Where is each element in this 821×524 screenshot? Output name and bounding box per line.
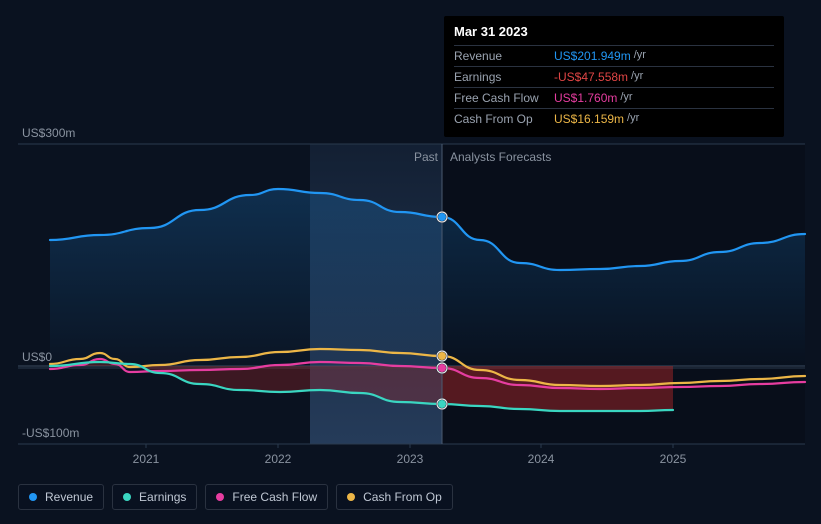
tooltip-date: Mar 31 2023 xyxy=(454,24,774,45)
tooltip-value: US$16.159m xyxy=(554,112,624,126)
tooltip-row-revenue: Revenue US$201.949m /yr xyxy=(454,45,774,66)
tooltip-unit: /yr xyxy=(631,70,643,84)
y-axis-label: -US$100m xyxy=(22,426,79,440)
legend-item-fcf[interactable]: Free Cash Flow xyxy=(205,484,328,510)
tooltip-row-cfo: Cash From Op US$16.159m /yr xyxy=(454,108,774,129)
tooltip-value: US$1.760m xyxy=(554,91,617,105)
financial-chart: US$300m US$0 -US$100m 2021 2022 2023 202… xyxy=(0,0,821,524)
x-axis-label: 2022 xyxy=(265,452,292,466)
forecast-label: Analysts Forecasts xyxy=(450,150,551,164)
y-axis-label: US$300m xyxy=(22,126,75,140)
legend-dot-icon xyxy=(123,493,131,501)
chart-legend: Revenue Earnings Free Cash Flow Cash Fro… xyxy=(18,484,453,510)
past-label: Past xyxy=(414,150,438,164)
tooltip-label: Earnings xyxy=(454,70,554,84)
tooltip-label: Free Cash Flow xyxy=(454,91,554,105)
y-axis-label: US$0 xyxy=(22,350,52,364)
legend-item-cfo[interactable]: Cash From Op xyxy=(336,484,453,510)
legend-item-earnings[interactable]: Earnings xyxy=(112,484,197,510)
tooltip-unit: /yr xyxy=(634,49,646,63)
x-axis-label: 2024 xyxy=(528,452,555,466)
x-axis-label: 2025 xyxy=(660,452,687,466)
chart-tooltip: Mar 31 2023 Revenue US$201.949m /yr Earn… xyxy=(444,16,784,137)
x-axis-label: 2021 xyxy=(133,452,160,466)
tooltip-row-fcf: Free Cash Flow US$1.760m /yr xyxy=(454,87,774,108)
legend-label: Earnings xyxy=(139,490,186,504)
tooltip-value: -US$47.558m xyxy=(554,70,628,84)
x-axis-label: 2023 xyxy=(397,452,424,466)
legend-label: Free Cash Flow xyxy=(232,490,317,504)
legend-dot-icon xyxy=(216,493,224,501)
legend-item-revenue[interactable]: Revenue xyxy=(18,484,104,510)
legend-dot-icon xyxy=(29,493,37,501)
legend-dot-icon xyxy=(347,493,355,501)
tooltip-row-earnings: Earnings -US$47.558m /yr xyxy=(454,66,774,87)
tooltip-unit: /yr xyxy=(620,91,632,105)
legend-label: Cash From Op xyxy=(363,490,442,504)
tooltip-label: Cash From Op xyxy=(454,112,554,126)
tooltip-label: Revenue xyxy=(454,49,554,63)
tooltip-unit: /yr xyxy=(627,112,639,126)
legend-label: Revenue xyxy=(45,490,93,504)
tooltip-value: US$201.949m xyxy=(554,49,631,63)
